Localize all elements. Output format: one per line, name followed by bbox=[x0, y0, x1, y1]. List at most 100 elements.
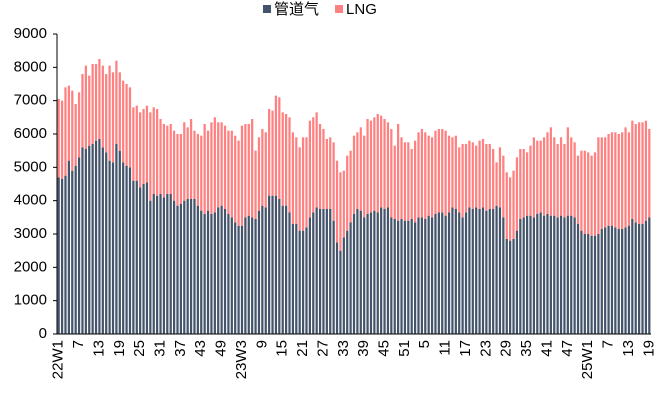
bar-segment bbox=[621, 132, 624, 229]
bar-segment bbox=[451, 137, 454, 208]
bar-segment bbox=[614, 227, 617, 334]
bar-segment bbox=[288, 117, 291, 213]
bar-segment bbox=[57, 99, 60, 178]
bar-segment bbox=[478, 209, 481, 334]
bar-segment bbox=[648, 217, 651, 334]
x-tick-label: 22W1 bbox=[50, 340, 67, 379]
bar-segment bbox=[64, 87, 67, 176]
bar-segment bbox=[179, 134, 183, 204]
bar-segment bbox=[94, 140, 98, 334]
bar-segment bbox=[583, 234, 586, 334]
y-tick-label: 6000 bbox=[14, 125, 47, 142]
bar-segment bbox=[240, 125, 244, 226]
x-tick-label: 17 bbox=[457, 340, 474, 357]
bar-segment bbox=[115, 144, 118, 334]
x-tick-label: 25 bbox=[131, 340, 148, 357]
x-tick-label: 23 bbox=[477, 340, 494, 357]
bar-segment bbox=[529, 215, 532, 334]
bar-segment bbox=[128, 87, 132, 168]
bar-segment bbox=[346, 155, 349, 231]
bar-segment bbox=[156, 109, 159, 196]
bar-segment bbox=[318, 209, 322, 334]
bar-segment bbox=[318, 124, 322, 209]
bar-segment bbox=[631, 219, 634, 334]
bar-segment bbox=[64, 175, 67, 334]
bar-segment bbox=[268, 195, 271, 334]
bar-segment bbox=[149, 200, 152, 334]
bar-segment bbox=[88, 75, 91, 146]
bar-segment bbox=[325, 209, 328, 334]
bar-segment bbox=[407, 142, 410, 221]
bar-segment bbox=[244, 124, 247, 218]
bar-segment bbox=[597, 137, 600, 234]
bar-segment bbox=[264, 207, 267, 334]
bar-segment bbox=[580, 150, 583, 231]
bar-segment bbox=[101, 147, 104, 334]
bar-segment bbox=[342, 237, 345, 334]
bar-segment bbox=[553, 215, 556, 334]
x-tick-label: 13 bbox=[620, 340, 637, 357]
bar-segment bbox=[135, 105, 138, 181]
bar-segment bbox=[410, 149, 413, 219]
bar-segment bbox=[98, 139, 101, 334]
bar-segment bbox=[166, 194, 169, 334]
bar-segment bbox=[203, 124, 206, 214]
bar-segment bbox=[559, 215, 563, 334]
bar-segment bbox=[271, 195, 274, 334]
bar-segment bbox=[424, 132, 427, 219]
bar-segment bbox=[349, 150, 352, 223]
x-tick-label: 45 bbox=[376, 340, 393, 357]
bar-segment bbox=[125, 165, 128, 334]
bar-segment bbox=[105, 152, 108, 334]
bar-segment bbox=[217, 207, 220, 334]
bar-segment bbox=[621, 229, 624, 334]
bar-segment bbox=[159, 119, 162, 194]
bar-segment bbox=[458, 147, 461, 213]
bar-segment bbox=[502, 217, 505, 334]
bar-segment bbox=[525, 215, 529, 334]
bar-segment bbox=[492, 209, 495, 334]
bar-segment bbox=[108, 65, 111, 161]
x-tick-label: 11 bbox=[437, 340, 454, 356]
bar-segment bbox=[417, 132, 420, 218]
bar-segment bbox=[179, 204, 183, 334]
x-tick-label: 27 bbox=[314, 340, 331, 357]
bar-segment bbox=[254, 219, 257, 334]
x-tick-label: 21 bbox=[294, 340, 311, 357]
bar-segment bbox=[641, 122, 644, 224]
legend-swatch bbox=[335, 5, 344, 13]
bar-segment bbox=[515, 157, 519, 231]
bar-segment bbox=[111, 162, 115, 334]
bar-segment bbox=[240, 225, 244, 334]
bar-segment bbox=[454, 209, 457, 334]
bar-segment bbox=[81, 74, 84, 148]
bar-segment bbox=[166, 125, 169, 194]
bar-segment bbox=[461, 144, 464, 218]
y-tick-label: 8000 bbox=[14, 58, 47, 75]
bar-segment bbox=[519, 149, 522, 219]
bar-segment bbox=[587, 152, 590, 234]
bar-segment bbox=[617, 229, 620, 334]
x-tick-label: 41 bbox=[538, 340, 555, 357]
bar-segment bbox=[624, 227, 627, 334]
bar-segment bbox=[553, 137, 556, 216]
bar-segment bbox=[447, 212, 451, 334]
y-tick-label: 0 bbox=[39, 325, 47, 342]
bar-segment bbox=[627, 132, 631, 226]
bar-segment bbox=[451, 207, 454, 334]
bar-segment bbox=[284, 205, 288, 334]
bar-segment bbox=[539, 140, 542, 213]
bar-segment bbox=[614, 132, 617, 228]
bar-segment bbox=[162, 197, 166, 334]
bar-segment bbox=[308, 120, 311, 218]
bar-segment bbox=[335, 242, 339, 334]
bar-segment bbox=[407, 220, 410, 334]
bar-segment bbox=[312, 117, 315, 213]
bar-segment bbox=[502, 155, 505, 218]
bar-segment bbox=[281, 112, 284, 206]
bar-segment bbox=[522, 149, 525, 218]
bar-segment bbox=[376, 114, 379, 213]
legend-label: 管道气 bbox=[274, 1, 319, 18]
bar-segment bbox=[393, 145, 396, 219]
bar-segment bbox=[420, 217, 424, 334]
